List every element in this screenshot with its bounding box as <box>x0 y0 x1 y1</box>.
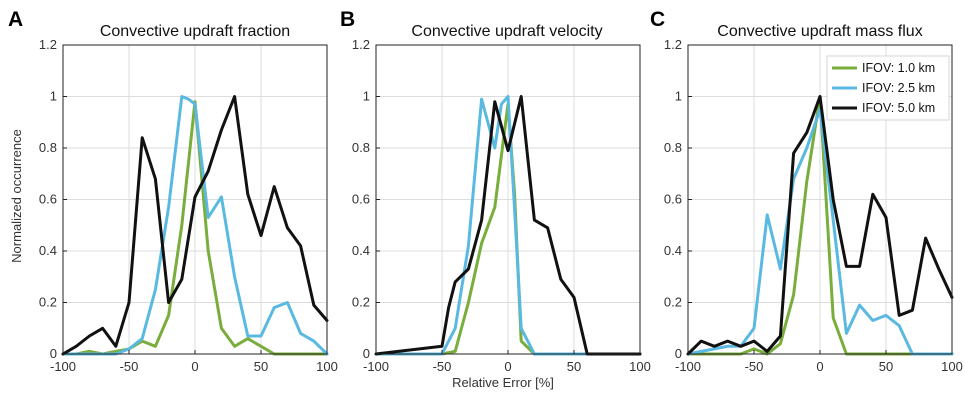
panel-c-xtick-label: -50 <box>745 359 764 374</box>
legend-label-5km: IFOV: 5.0 km <box>862 101 935 115</box>
panel-b-series-ifov-5-0-km <box>374 95 642 356</box>
panel-a-series-ifov-5-0-km <box>61 95 329 356</box>
panel-c-ytick-label: 0.6 <box>664 192 682 207</box>
panel-b-xtick-label: 100 <box>629 359 651 374</box>
panel-b: B Convective updraft velocity -100 -50 0 50… <box>340 8 651 374</box>
panel-c-series-ifov-5-0-km <box>686 95 954 356</box>
panel-a-ticks: -100 -50 0 50 100 0 0.2 0.4 0.6 0.8 1 1.2 <box>39 37 338 374</box>
panel-b-series-ifov-2-5-km <box>374 95 642 356</box>
panel-a-xtick-label: -100 <box>50 359 76 374</box>
panel-c-xtick-label: 100 <box>941 359 963 374</box>
panel-c-xtick-label: 0 <box>816 359 823 374</box>
panel-b-ticks: -100 -50 0 50 100 0 0.2 0.4 0.6 0.8 1 1.2 <box>352 37 651 374</box>
panel-c-ytick-label: 0.8 <box>664 140 682 155</box>
panel-a-xtick-label: 100 <box>316 359 338 374</box>
panel-a-ytick-label: 0.6 <box>39 192 57 207</box>
panel-b-xtick-label: -50 <box>433 359 452 374</box>
panel-a-ytick-label: 0 <box>50 346 57 361</box>
panel-c-ytick-label: 0.2 <box>664 295 682 310</box>
legend: IFOV: 1.0 km IFOV: 2.5 km IFOV: 5.0 km <box>826 55 950 121</box>
panel-c-ytick-label: 0.4 <box>664 243 682 258</box>
panel-b-ytick-label: 0 <box>363 346 370 361</box>
panel-b-ytick-label: 0.6 <box>352 192 370 207</box>
panel-c-xtick-label: 50 <box>879 359 893 374</box>
panel-b-label: B <box>340 8 355 31</box>
panel-c-ytick-label: 0 <box>675 346 682 361</box>
panel-a: A Convective updraft fraction -100 -50 0 50… <box>8 8 338 374</box>
panel-b-ytick-label: 0.2 <box>352 295 370 310</box>
panel-c-ticks: -100 -50 0 50 100 0 0.2 0.4 0.6 0.8 1 1.2 <box>664 37 963 374</box>
legend-label-2-5km: IFOV: 2.5 km <box>862 81 935 95</box>
panel-a-ytick-label: 0.8 <box>39 140 57 155</box>
panel-b-series <box>374 95 642 356</box>
panel-b-ytick-label: 1.2 <box>352 37 370 52</box>
panel-a-label: A <box>8 8 23 31</box>
panel-c-ytick-label: 1 <box>675 89 682 104</box>
panel-b-xtick-label: -100 <box>363 359 389 374</box>
panel-a-title: Convective updraft fraction <box>100 23 290 40</box>
x-axis-label: Relative Error [%] <box>452 375 554 390</box>
panel-c-xtick-label: -100 <box>675 359 701 374</box>
panel-a-ytick-label: 1 <box>50 89 57 104</box>
panel-a-xtick-label: -50 <box>120 359 139 374</box>
panel-b-title: Convective updraft velocity <box>411 23 602 40</box>
panel-a-ytick-label: 0.4 <box>39 243 57 258</box>
panel-b-xtick-label: 50 <box>567 359 581 374</box>
panel-b-ytick-label: 0.8 <box>352 140 370 155</box>
panel-c-series-ifov-2-5-km <box>686 107 954 356</box>
panel-a-xtick-label: 50 <box>254 359 268 374</box>
y-axis-label: Normalized occurrence <box>9 129 24 263</box>
panel-a-xtick-label: 0 <box>191 359 198 374</box>
legend-label-1km: IFOV: 1.0 km <box>862 61 935 75</box>
panel-c-label: C <box>650 8 665 31</box>
panel-b-ytick-label: 1 <box>363 89 370 104</box>
panel-a-ytick-label: 0.2 <box>39 295 57 310</box>
panel-c-title: Convective updraft mass flux <box>717 23 922 40</box>
panel-b-ytick-label: 0.4 <box>352 243 370 258</box>
panel-b-series-ifov-1-0-km <box>374 102 642 356</box>
panel-b-xtick-label: 0 <box>504 359 511 374</box>
panel-c-ytick-label: 1.2 <box>664 37 682 52</box>
panel-a-ytick-label: 1.2 <box>39 37 57 52</box>
